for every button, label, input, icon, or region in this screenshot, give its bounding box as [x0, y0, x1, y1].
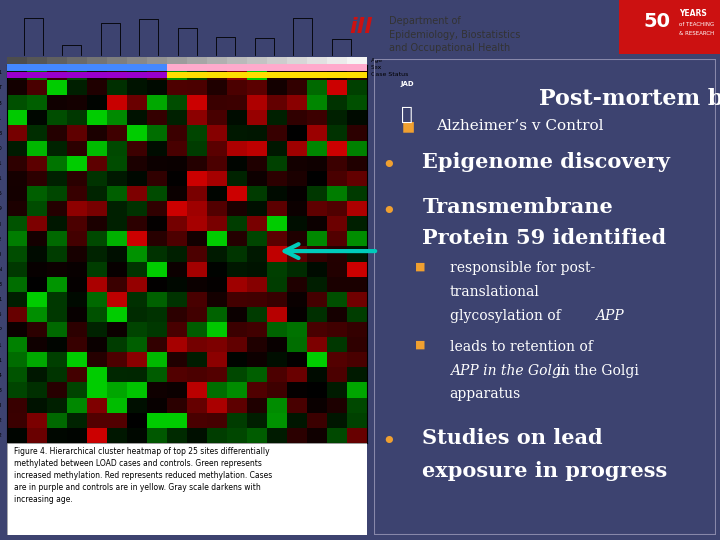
Bar: [307, 72, 327, 78]
Text: APP: APP: [595, 309, 624, 323]
Text: Post-mortem brains: Post-mortem brains: [539, 88, 720, 110]
Text: & RESEARCH: & RESEARCH: [679, 31, 714, 36]
Bar: [327, 64, 347, 71]
Bar: [228, 64, 247, 71]
Text: 50: 50: [643, 12, 670, 31]
Bar: [187, 57, 207, 64]
Bar: [287, 64, 307, 71]
Text: Epigenome discovery: Epigenome discovery: [422, 152, 670, 172]
Text: ill: ill: [349, 17, 372, 37]
Bar: [167, 72, 187, 78]
Bar: [247, 72, 267, 78]
Bar: [327, 57, 347, 64]
Text: ■: ■: [415, 340, 426, 350]
Bar: [87, 57, 107, 64]
Text: translational: translational: [449, 285, 539, 299]
Bar: [347, 57, 367, 64]
Text: and Occupational Health: and Occupational Health: [389, 43, 510, 53]
Bar: [347, 72, 367, 78]
Text: Transmembrane: Transmembrane: [422, 197, 613, 217]
Bar: [187, 72, 207, 78]
Bar: [228, 57, 247, 64]
Bar: [247, 57, 267, 64]
Bar: [7, 57, 27, 64]
Bar: [307, 57, 327, 64]
Bar: [7, 72, 27, 78]
Bar: [228, 72, 247, 78]
Bar: [247, 64, 267, 71]
Bar: [107, 72, 127, 78]
Text: Case Status: Case Status: [371, 72, 408, 77]
Bar: [107, 57, 127, 64]
Text: YEARS: YEARS: [679, 9, 707, 18]
Bar: [67, 72, 87, 78]
Bar: [27, 64, 48, 71]
Bar: [48, 57, 67, 64]
Bar: [267, 72, 287, 78]
Text: ■: ■: [415, 261, 426, 272]
Bar: [267, 57, 287, 64]
Text: Department of: Department of: [389, 16, 461, 26]
Text: •: •: [382, 430, 396, 454]
Bar: [327, 72, 347, 78]
Bar: [207, 72, 228, 78]
Text: •: •: [382, 200, 396, 224]
Text: JAD: JAD: [400, 81, 413, 87]
Bar: [27, 72, 48, 78]
Bar: [87, 72, 107, 78]
Text: Figure 4. Hierarchical cluster heatmap of top 25 sites differentially
methylated: Figure 4. Hierarchical cluster heatmap o…: [14, 447, 273, 504]
Bar: [147, 72, 167, 78]
Text: 🌿: 🌿: [401, 105, 413, 124]
Bar: [167, 64, 187, 71]
Bar: [147, 57, 167, 64]
Bar: [27, 57, 48, 64]
Text: of TEACHING: of TEACHING: [679, 22, 714, 27]
Bar: [619, 0, 720, 54]
Text: Sex: Sex: [371, 65, 382, 70]
Text: ■: ■: [402, 119, 415, 133]
Bar: [167, 57, 187, 64]
Bar: [48, 64, 67, 71]
Bar: [7, 64, 27, 71]
Bar: [67, 64, 87, 71]
Bar: [267, 64, 287, 71]
Bar: [207, 57, 228, 64]
Bar: [127, 57, 147, 64]
Text: Epidemiology, Biostatistics: Epidemiology, Biostatistics: [389, 30, 520, 40]
Text: responsible for post-: responsible for post-: [449, 261, 595, 275]
Text: •: •: [382, 154, 396, 178]
Bar: [287, 72, 307, 78]
Bar: [127, 64, 147, 71]
Text: Studies on lead: Studies on lead: [422, 428, 603, 448]
Bar: [127, 72, 147, 78]
Text: apparatus: apparatus: [449, 387, 521, 401]
Text: in the Golgi: in the Golgi: [552, 363, 639, 377]
Text: exposure in progress: exposure in progress: [422, 461, 667, 481]
Bar: [107, 64, 127, 71]
Bar: [207, 64, 228, 71]
Bar: [287, 57, 307, 64]
Text: Alzheimer’s v Control: Alzheimer’s v Control: [436, 119, 603, 133]
Text: leads to retention of: leads to retention of: [449, 340, 593, 354]
Bar: [347, 64, 367, 71]
Bar: [87, 64, 107, 71]
Bar: [67, 57, 87, 64]
Text: Protein 59 identified: Protein 59 identified: [422, 228, 667, 248]
Text: Age: Age: [371, 58, 383, 63]
Text: glycosylation of: glycosylation of: [449, 309, 564, 323]
Text: APP in the Golgi: APP in the Golgi: [449, 363, 565, 377]
Bar: [147, 64, 167, 71]
Bar: [307, 64, 327, 71]
Bar: [48, 72, 67, 78]
Bar: [187, 64, 207, 71]
